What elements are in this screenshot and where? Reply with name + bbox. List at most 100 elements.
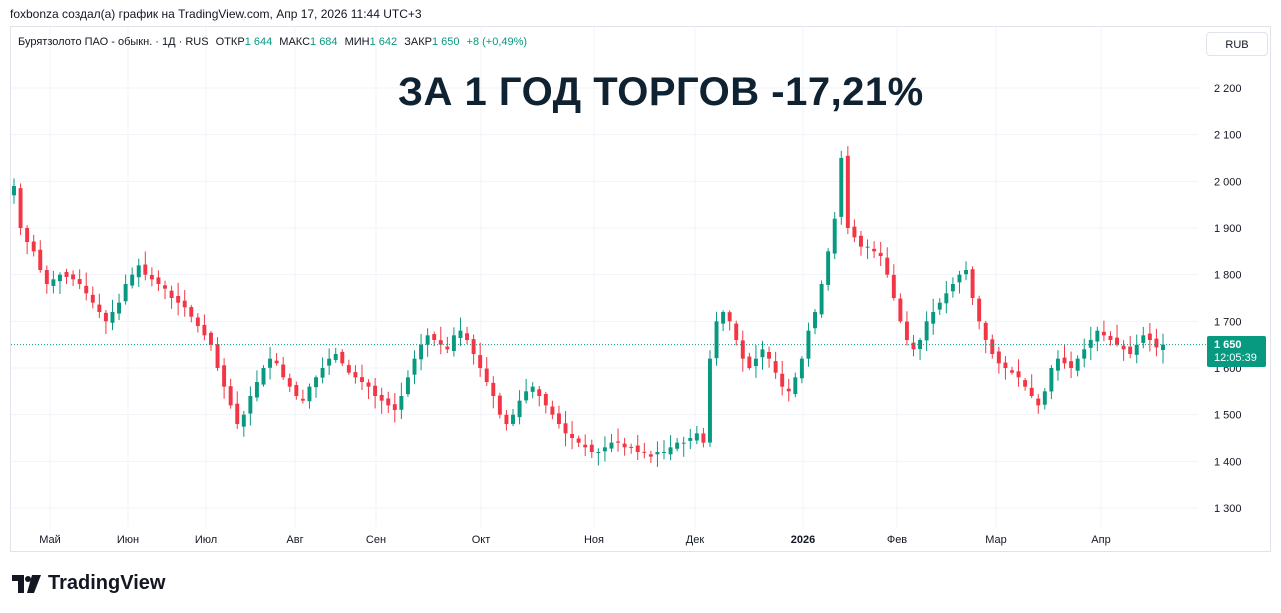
legend-symbol: Бурятзолото ПАО - обыкн. · 1Д · RUS: [18, 36, 209, 48]
x-tick-label: Май: [39, 534, 61, 546]
candle-body: [451, 335, 456, 352]
candle-body: [596, 452, 601, 454]
candle-body: [721, 312, 726, 324]
candle-body: [950, 284, 955, 292]
candle-body: [268, 358, 273, 368]
y-tick-label: 1 300: [1214, 503, 1242, 515]
candle-body: [1088, 340, 1093, 348]
symbol-legend: Бурятзолото ПАО - обыкн. · 1Д · RUS ОТКР…: [18, 36, 527, 48]
candle-body: [156, 277, 161, 284]
candle-body: [629, 446, 634, 448]
candle-body: [1134, 344, 1139, 355]
candle-body: [1147, 333, 1152, 340]
candle-body: [169, 290, 174, 298]
candle-body: [865, 246, 870, 248]
candle-body: [44, 270, 49, 284]
candle-body: [123, 284, 128, 302]
current-price-value: 1 650: [1214, 339, 1242, 351]
candle-body: [714, 321, 719, 359]
candle-body: [773, 361, 778, 373]
candle-body: [1029, 387, 1034, 396]
candle-body: [117, 302, 122, 314]
candle-body: [497, 395, 502, 415]
candle-body: [556, 413, 561, 424]
candle-body: [287, 378, 292, 387]
legend-close-value: 1 650: [431, 36, 460, 48]
candle-body: [688, 438, 693, 441]
currency-button[interactable]: RUB: [1206, 32, 1268, 56]
candle-body: [392, 404, 397, 410]
x-tick-label: Июн: [117, 534, 139, 546]
candle-body: [346, 365, 351, 373]
candle-body: [103, 312, 108, 322]
attribution-text: foxbonza создал(а) график на TradingView…: [10, 7, 422, 21]
candle-body: [366, 382, 371, 387]
tradingview-logo-icon: [12, 574, 41, 593]
candle-body: [537, 389, 542, 396]
candle-body: [51, 279, 56, 286]
candle-body: [957, 274, 962, 283]
candle-body: [215, 344, 220, 368]
candle-body: [261, 368, 266, 385]
candle-body: [996, 351, 1001, 364]
candle-body: [281, 364, 286, 378]
candle-body: [110, 312, 115, 323]
candle-body: [1161, 344, 1165, 351]
candle-body: [648, 454, 653, 457]
candle-body: [1128, 346, 1133, 354]
legend-change: +8 (+0,49%): [466, 36, 528, 48]
candle-body: [550, 406, 555, 415]
candle-body: [1049, 368, 1054, 392]
candle-body: [445, 346, 450, 350]
brand-name: TradingView: [48, 572, 166, 594]
candle-body: [97, 304, 102, 312]
candle-body: [77, 279, 82, 284]
candle-body: [209, 332, 213, 345]
candle-body: [228, 386, 233, 406]
candle-body: [911, 342, 916, 350]
candle-body: [419, 344, 424, 360]
candle-body: [1115, 337, 1120, 345]
legend-open-label: ОТКР: [215, 36, 245, 48]
candle-body: [425, 335, 430, 345]
x-tick-label: Дек: [686, 534, 705, 546]
candle-body: [412, 358, 417, 375]
bar-countdown: 12:05:39: [1214, 352, 1257, 364]
candle-body: [694, 433, 699, 441]
tradingview-logo[interactable]: TradingView: [12, 572, 165, 595]
candle-body: [300, 398, 305, 401]
candle-body: [458, 330, 463, 339]
candle-body: [760, 349, 765, 358]
candle-body: [904, 321, 909, 340]
candle-body: [1036, 398, 1041, 406]
candle-body: [340, 351, 345, 364]
y-tick-label: 2 100: [1214, 130, 1242, 142]
candle-body: [964, 270, 968, 275]
candle-body: [465, 333, 470, 340]
candle-body: [524, 391, 529, 401]
candle-body: [931, 312, 936, 324]
x-tick-label: Апр: [1091, 534, 1110, 546]
candle-body: [484, 368, 489, 382]
candle-body: [747, 356, 752, 368]
candle-body: [386, 398, 391, 406]
candle-body: [543, 394, 548, 406]
candle-body: [845, 155, 850, 228]
y-tick-label: 1 800: [1214, 270, 1242, 282]
current-price-label: 1 650 12:05:39: [1207, 336, 1266, 367]
candle-body: [1042, 391, 1047, 405]
candle-body: [1062, 357, 1067, 364]
candle-body: [642, 451, 647, 453]
candle-body: [1023, 380, 1028, 387]
candle-body: [878, 252, 883, 256]
candle-body: [983, 322, 988, 340]
candle-body: [373, 385, 378, 396]
candle-body: [813, 312, 817, 329]
candle-body: [182, 300, 187, 308]
candle-body: [1075, 358, 1080, 371]
candle-body: [1082, 349, 1087, 359]
x-tick-label: 2026: [791, 534, 815, 546]
candle-body: [136, 265, 141, 278]
candle-body: [235, 403, 240, 424]
